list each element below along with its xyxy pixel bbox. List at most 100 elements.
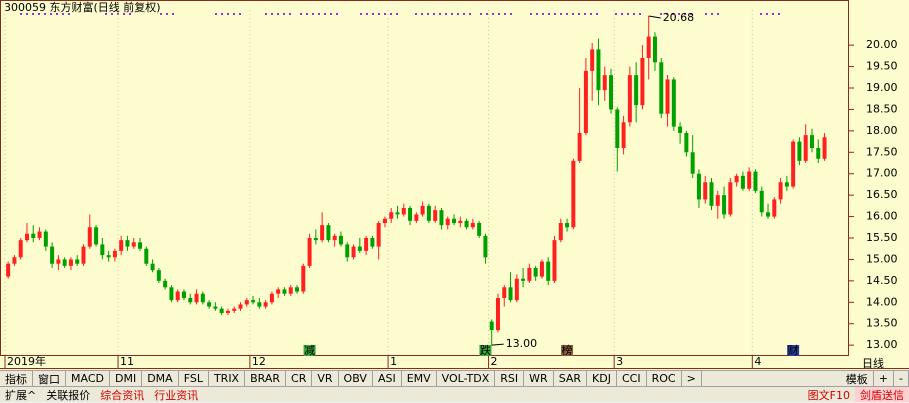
- candle-body: [766, 212, 771, 217]
- y-tick-label: 15.00: [866, 252, 898, 265]
- candle-body: [338, 235, 343, 245]
- candle-body: [458, 220, 463, 223]
- info-dot: [578, 13, 580, 15]
- info-dot: [590, 13, 592, 15]
- info-dot: [68, 13, 70, 15]
- info-dot: [160, 13, 162, 15]
- y-tick-label: 17.50: [866, 145, 898, 158]
- chart-title: 300059 东方财富(日线 前复权): [4, 0, 161, 14]
- candle-body: [395, 212, 400, 215]
- tab[interactable]: VOL-TDX: [437, 371, 496, 386]
- info-dot: [384, 13, 386, 15]
- candle-body: [571, 160, 576, 228]
- tab[interactable]: MACD: [66, 371, 110, 386]
- tab[interactable]: CR: [286, 371, 313, 386]
- tab[interactable]: -: [894, 371, 909, 386]
- tab[interactable]: TRIX: [209, 371, 246, 386]
- info-dot: [378, 13, 380, 15]
- chart: 300059 东方财富(日线 前复权) 日线 13.0013.5014.0014…: [0, 0, 909, 370]
- candle-body: [87, 227, 92, 247]
- tab[interactable]: 行业资讯: [154, 388, 199, 402]
- info-dot: [324, 13, 326, 15]
- candle-body: [596, 49, 601, 91]
- candle-body: [615, 109, 620, 148]
- candle-body: [753, 171, 758, 191]
- candle-body: [251, 300, 256, 303]
- info-dot: [50, 13, 52, 15]
- info-dot: [289, 13, 291, 15]
- y-tick-label: 18.00: [866, 124, 898, 137]
- info-dot: [32, 13, 34, 15]
- tab[interactable]: 扩展^: [5, 388, 37, 402]
- tab[interactable]: KDJ: [587, 371, 617, 386]
- info-dot: [271, 13, 273, 15]
- candle-body: [791, 141, 796, 187]
- candle-body: [125, 240, 130, 247]
- info-dot: [463, 13, 465, 15]
- candle-body: [678, 126, 683, 133]
- info-dot: [536, 13, 538, 15]
- tab[interactable]: ASI: [373, 371, 402, 386]
- info-dot: [330, 13, 332, 15]
- tab[interactable]: DMA: [142, 371, 179, 386]
- candle-body: [508, 287, 513, 301]
- candle-body: [703, 182, 708, 200]
- info-dot: [318, 13, 320, 15]
- info-dot: [123, 13, 125, 15]
- y-tick-label: 20.00: [866, 38, 898, 51]
- candle-body: [138, 242, 143, 249]
- x-tick-label: 1: [390, 355, 397, 368]
- tab[interactable]: BRAR: [245, 371, 287, 386]
- tab[interactable]: 图文F10: [807, 388, 850, 402]
- tab[interactable]: 剑盾送信: [855, 387, 909, 402]
- tab[interactable]: SAR: [554, 371, 588, 386]
- candle-body: [408, 208, 413, 221]
- event-marker: [561, 345, 574, 356]
- info-dot: [439, 13, 441, 15]
- info-dot: [772, 13, 774, 15]
- tab[interactable]: 关联报价: [46, 388, 91, 402]
- tab[interactable]: DMI: [110, 371, 143, 386]
- tab[interactable]: 指标: [0, 371, 33, 386]
- candle-body: [100, 244, 105, 256]
- tab[interactable]: OBV: [339, 371, 373, 386]
- tab[interactable]: WR: [524, 371, 554, 386]
- candle-body: [445, 218, 450, 226]
- tab[interactable]: >: [682, 371, 702, 386]
- candle-body: [156, 270, 161, 281]
- info-dot: [672, 13, 674, 15]
- candle-body: [320, 225, 325, 241]
- tab[interactable]: VR: [312, 371, 339, 386]
- y-tick-label: 13.00: [866, 338, 898, 351]
- candle-body: [313, 238, 318, 241]
- tab[interactable]: EMV: [402, 371, 437, 386]
- tab[interactable]: FSL: [179, 371, 209, 386]
- candle-body: [772, 199, 777, 217]
- tab[interactable]: 综合资讯: [100, 388, 145, 402]
- candle-body: [634, 75, 639, 106]
- candle-body: [527, 268, 532, 281]
- candle-body: [734, 175, 739, 183]
- tab[interactable]: CCI: [617, 371, 647, 386]
- tab[interactable]: ROC: [647, 371, 682, 386]
- candle-body: [364, 238, 369, 251]
- info-dot: [56, 13, 58, 15]
- tab[interactable]: RSI: [495, 371, 525, 386]
- info-dot: [660, 13, 662, 15]
- y-tick-label: 18.50: [866, 102, 898, 115]
- tab[interactable]: 模板: [841, 371, 874, 386]
- info-dot: [778, 13, 780, 15]
- candle-body: [62, 259, 67, 266]
- info-dot: [372, 13, 374, 15]
- tab[interactable]: 窗口: [33, 371, 66, 386]
- candle-body: [94, 227, 99, 245]
- candle-body: [665, 79, 670, 114]
- candle-body: [439, 210, 444, 226]
- info-dot: [486, 13, 488, 15]
- candle-body: [722, 195, 727, 215]
- info-dot: [457, 13, 459, 15]
- tab[interactable]: +: [874, 371, 895, 386]
- info-dot: [492, 13, 494, 15]
- info-dot: [690, 13, 692, 15]
- candle-body: [696, 173, 701, 200]
